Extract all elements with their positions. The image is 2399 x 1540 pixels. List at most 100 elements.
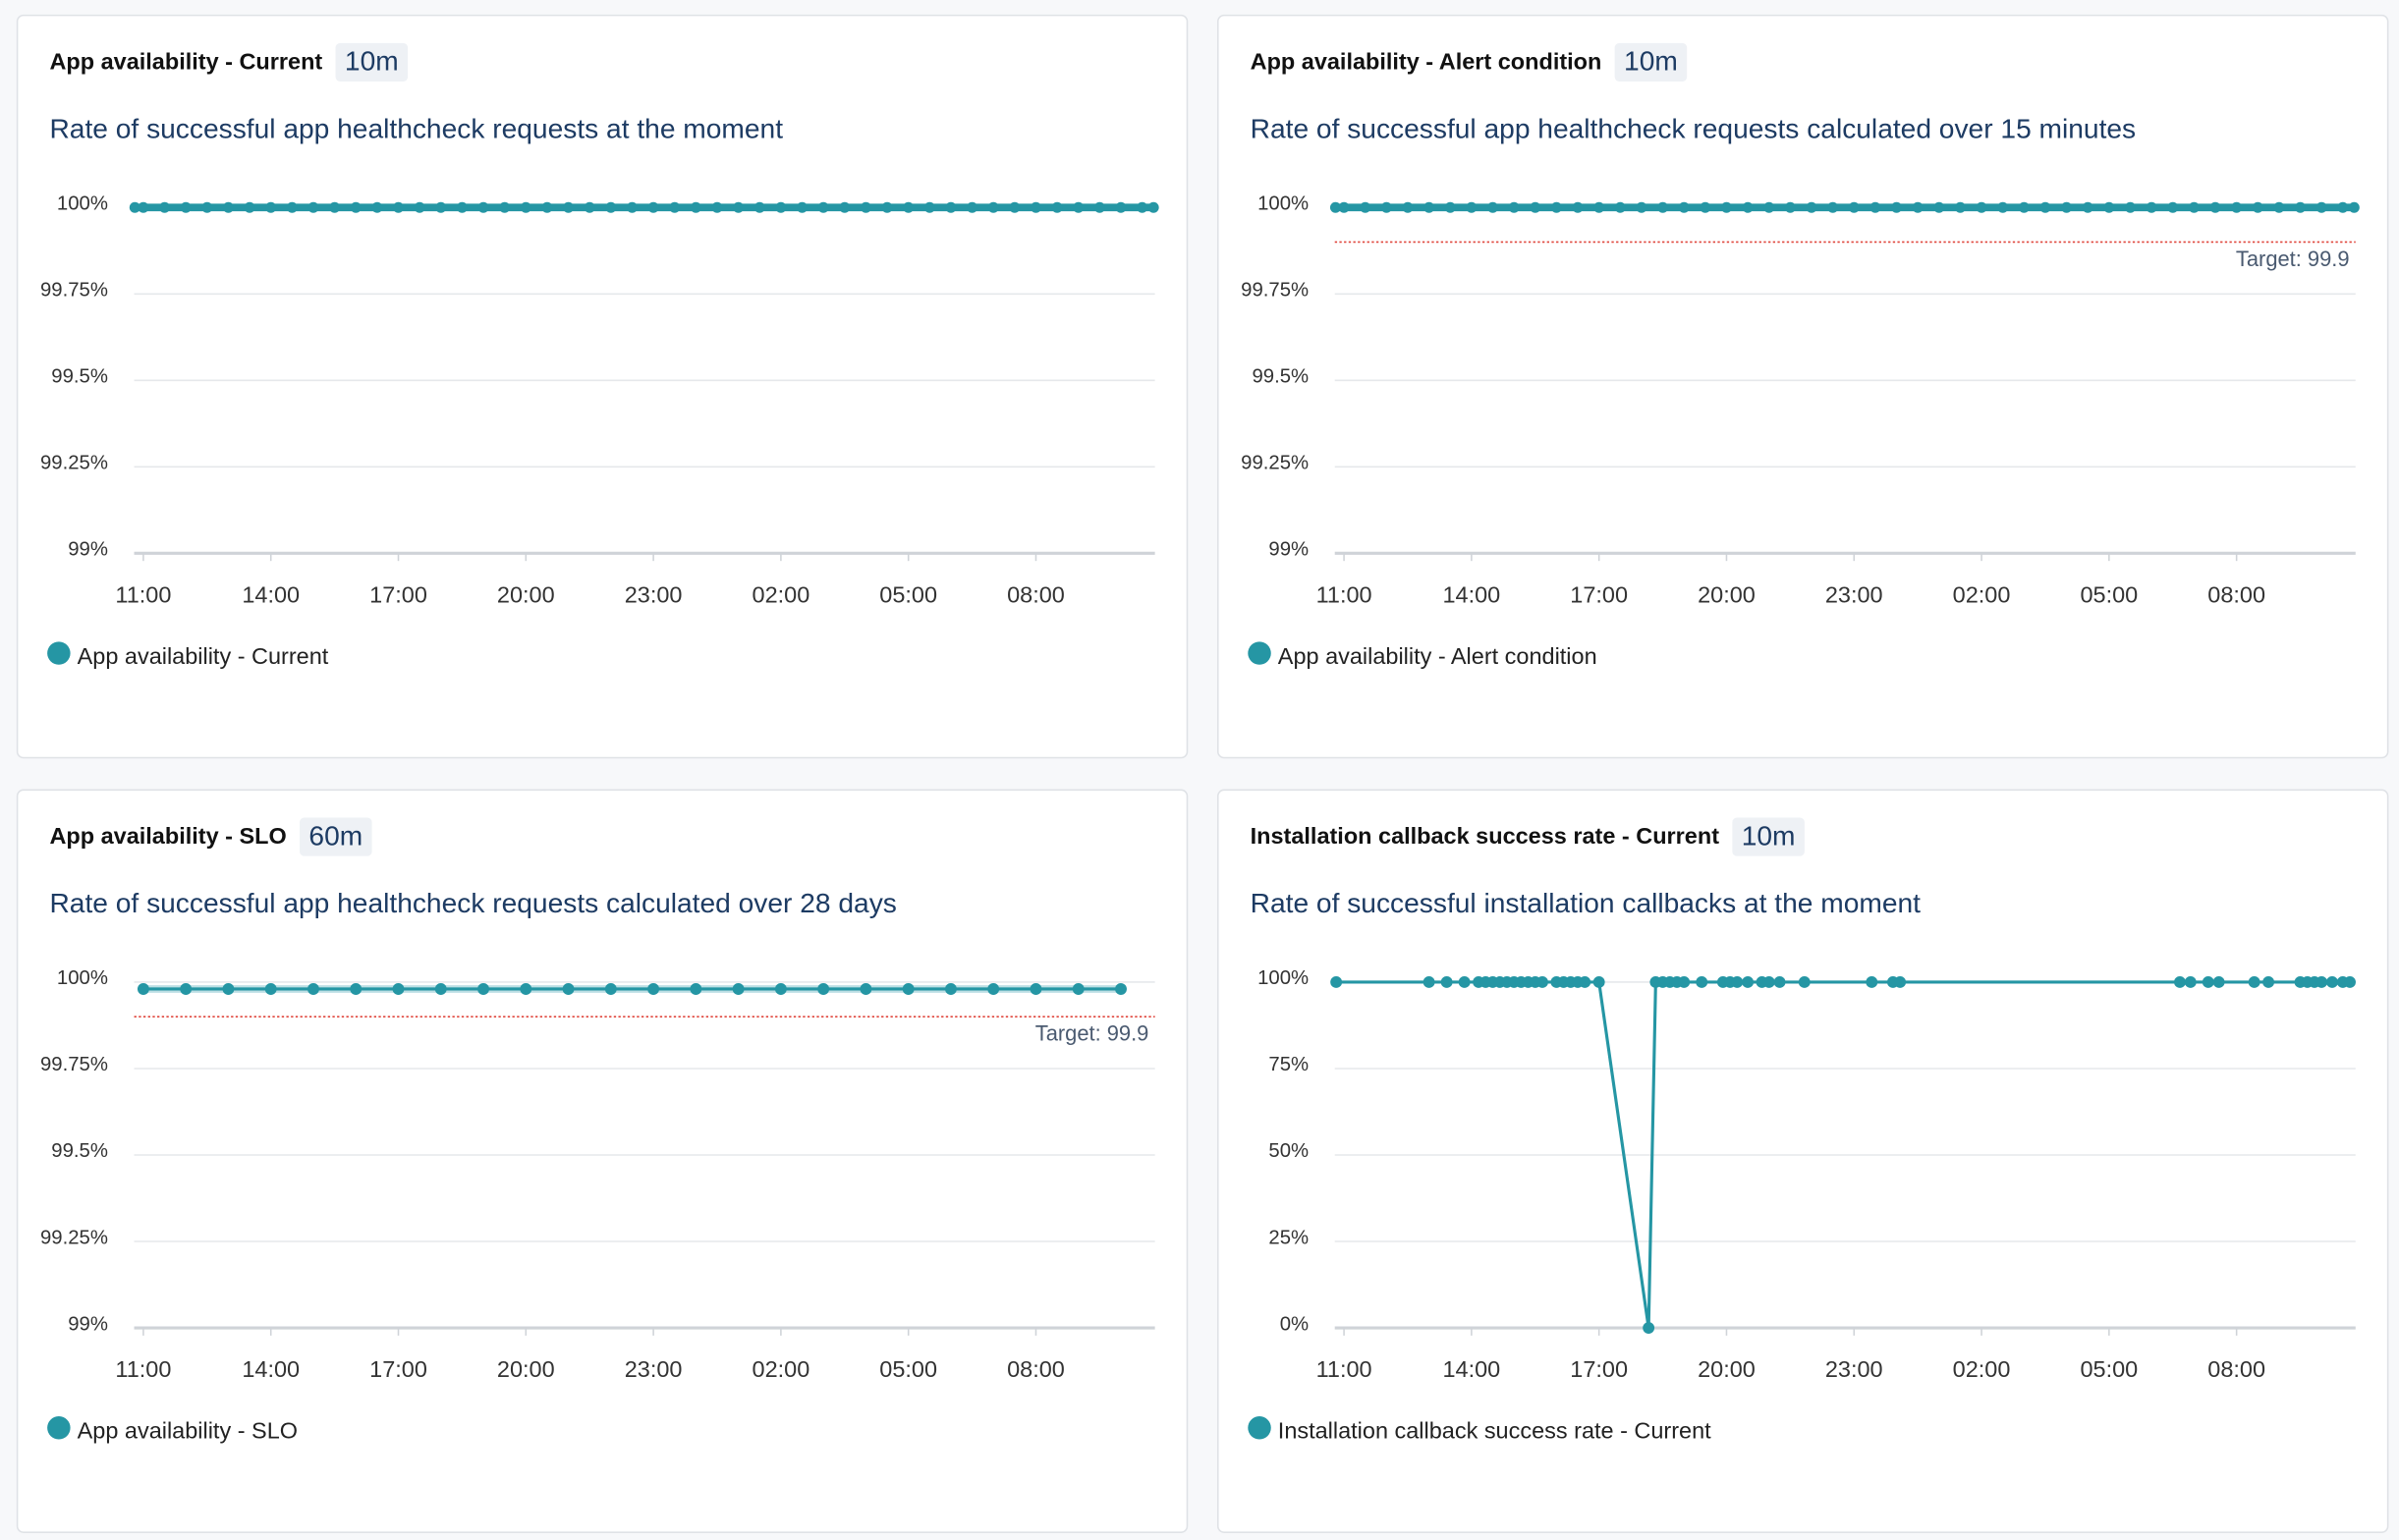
x-tick-label: 11:00 (115, 581, 171, 607)
y-tick-label: 99.75% (40, 280, 108, 302)
data-point (563, 201, 575, 213)
y-tick-label: 75% (1268, 1054, 1309, 1075)
x-tick-label: 14:00 (242, 581, 300, 607)
data-point (2188, 201, 2200, 213)
y-tick-label: 99.25% (40, 1227, 108, 1248)
data-point (605, 201, 617, 213)
x-tick-label: 02:00 (1953, 581, 2011, 607)
data-point (2348, 201, 2360, 213)
data-point (434, 983, 447, 995)
data-point (711, 201, 723, 213)
data-point (1592, 976, 1605, 988)
panel-card (1216, 14, 2389, 759)
data-point (1678, 201, 1690, 213)
data-point (690, 983, 702, 995)
data-point (1869, 201, 1881, 213)
x-tick-label: 14:00 (1443, 1356, 1501, 1382)
legend-label[interactable]: App availability - Alert condition (1278, 643, 1597, 669)
badge: 10m (1624, 46, 1678, 77)
data-point (1742, 201, 1754, 213)
panel-card (16, 14, 1189, 759)
data-point (1466, 201, 1478, 213)
data-point (520, 201, 531, 213)
data-point (244, 201, 255, 213)
panel: Installation callback success rate - Cur… (1216, 789, 2389, 1533)
panel-subtitle: Rate of successful app healthcheck reque… (1251, 113, 2137, 143)
data-point (222, 983, 235, 995)
data-point (2039, 201, 2051, 213)
data-point (541, 201, 553, 213)
x-tick-label: 17:00 (369, 581, 427, 607)
x-tick-label: 05:00 (2080, 581, 2138, 607)
data-point (1572, 201, 1584, 213)
y-tick-label: 99.75% (1241, 280, 1309, 302)
x-tick-label: 20:00 (497, 581, 555, 607)
data-point (860, 201, 871, 213)
x-tick-label: 08:00 (2207, 1356, 2265, 1382)
data-point (1636, 201, 1647, 213)
data-point (1773, 976, 1786, 988)
data-point (733, 201, 745, 213)
data-point (520, 983, 532, 995)
badge-bg (335, 42, 409, 82)
y-tick-label: 100% (57, 193, 108, 215)
legend-swatch (1248, 641, 1271, 665)
x-tick-label: 11:00 (115, 1356, 171, 1382)
data-point (1806, 201, 1817, 213)
data-point (2184, 976, 2197, 988)
data-point (1444, 201, 1456, 213)
data-point (1030, 983, 1042, 995)
y-tick-label: 99.5% (51, 1140, 108, 1162)
x-tick-label: 02:00 (753, 581, 810, 607)
data-point (1530, 201, 1541, 213)
badge: 10m (1742, 820, 1796, 851)
y-tick-label: 99% (68, 1313, 108, 1335)
data-point (987, 201, 999, 213)
x-tick-label: 17:00 (1570, 1356, 1628, 1382)
x-tick-label: 20:00 (1698, 1356, 1756, 1382)
data-point (1798, 976, 1811, 988)
panel: App availability - Alert condition 10m Rat… (1216, 14, 2389, 759)
x-tick-label: 05:00 (879, 1356, 937, 1382)
data-point (775, 201, 787, 213)
data-point (286, 201, 298, 213)
data-point (1912, 201, 1924, 213)
x-tick-label: 20:00 (497, 1356, 555, 1382)
data-point (774, 983, 787, 995)
legend-label[interactable]: App availability - SLO (78, 1418, 298, 1444)
x-tick-label: 17:00 (369, 1356, 427, 1382)
x-tick-label: 17:00 (1570, 581, 1628, 607)
data-point (1093, 201, 1105, 213)
data-point (1894, 976, 1907, 988)
data-point (2262, 976, 2275, 988)
x-tick-label: 23:00 (625, 581, 683, 607)
legend-label[interactable]: Installation callback success rate - Cur… (1278, 1418, 1711, 1444)
data-point (1784, 201, 1796, 213)
badge: 60m (308, 820, 363, 851)
data-point (1137, 201, 1148, 213)
legend-label[interactable]: App availability - Current (78, 643, 329, 669)
x-tick-label: 05:00 (2080, 1356, 2138, 1382)
y-tick-label: 100% (1257, 967, 1309, 989)
y-tick-label: 99.5% (1252, 366, 1309, 388)
data-point (371, 201, 383, 213)
data-point (1827, 201, 1839, 213)
panel-card (16, 789, 1189, 1533)
x-tick-label: 23:00 (1825, 581, 1883, 607)
data-point (1579, 976, 1591, 988)
panel: App availability - Current 10m Rate of suc… (16, 14, 1189, 759)
data-point (2337, 201, 2349, 213)
y-tick-label: 100% (1257, 193, 1309, 215)
data-point (2167, 201, 2179, 213)
data-point (967, 201, 978, 213)
data-point (1700, 201, 1711, 213)
data-point (839, 201, 851, 213)
data-point (1338, 201, 1350, 213)
data-point (1051, 201, 1063, 213)
panel-title: Installation callback success rate - Cur… (1251, 823, 1720, 849)
x-tick-label: 02:00 (1953, 1356, 2011, 1382)
data-point (881, 201, 893, 213)
data-point (1147, 201, 1159, 213)
data-point (1423, 201, 1435, 213)
data-point (1329, 201, 1341, 213)
